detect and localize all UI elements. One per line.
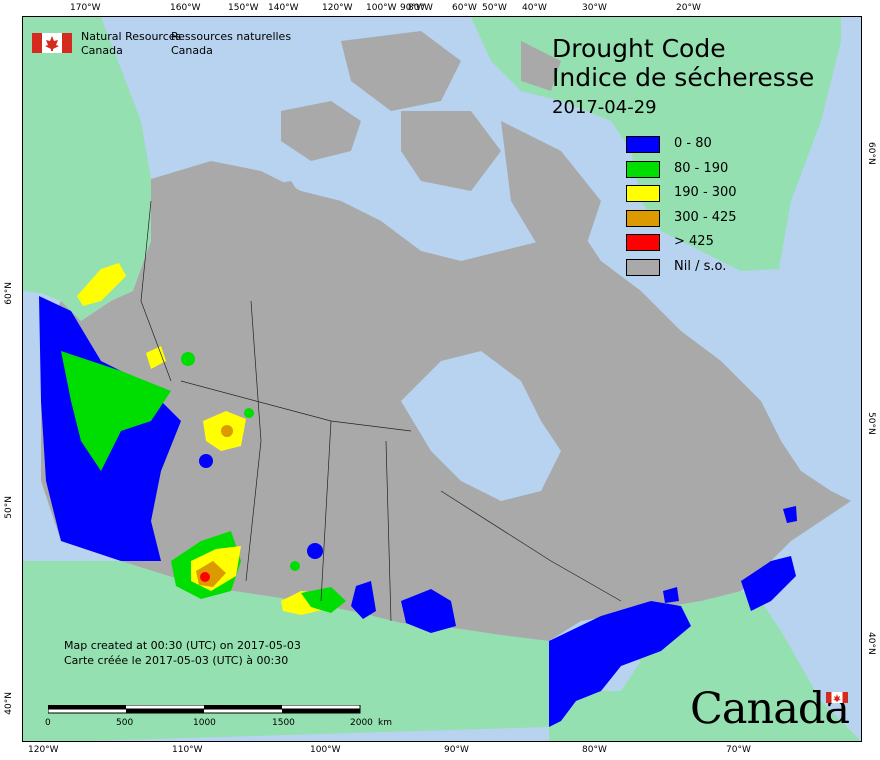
legend-label: Nil / s.o. bbox=[674, 258, 727, 274]
dc-zone-0-80 bbox=[199, 454, 213, 468]
scale-unit: km bbox=[378, 718, 392, 728]
lon-tick-top: 150°W bbox=[228, 3, 259, 13]
legend-label: 190 - 300 bbox=[674, 185, 737, 200]
lon-tick-top: 100°W bbox=[366, 3, 397, 13]
legend-swatch bbox=[626, 258, 660, 276]
legend-swatch bbox=[626, 185, 660, 202]
dc-zone-gt-425 bbox=[200, 572, 210, 582]
lon-tick-top: 50°W bbox=[482, 3, 507, 13]
lon-tick-top: 160°W bbox=[170, 3, 201, 13]
scale-bar: 0 500 1000 1500 2000 km bbox=[45, 704, 392, 728]
provincial-borders bbox=[140, 200, 622, 622]
scale-label: 0 bbox=[45, 718, 51, 728]
lon-tick-top: 170°W bbox=[70, 3, 101, 13]
alaska-land bbox=[23, 17, 151, 291]
dc-zone-80-190 bbox=[290, 561, 300, 571]
legend-swatch bbox=[626, 234, 660, 251]
arctic-island bbox=[231, 181, 311, 231]
agency-fr-line2: Canada bbox=[171, 44, 213, 57]
arctic-island bbox=[341, 31, 461, 111]
lat-tick-right: 40°N bbox=[866, 632, 876, 655]
lon-tick-bottom: 100°W bbox=[310, 745, 341, 755]
lon-tick-top: 80°W bbox=[408, 3, 433, 13]
legend-label: 80 - 190 bbox=[674, 160, 729, 176]
map-title-fr: Indice de sécheresse bbox=[552, 63, 815, 92]
legend-label: 300 - 425 bbox=[674, 209, 737, 225]
lat-tick-right: 50°N bbox=[866, 412, 876, 435]
lon-tick-top: 120°W bbox=[322, 3, 353, 13]
map-date: 2017-04-29 bbox=[552, 97, 657, 118]
lon-tick-top: 40°W bbox=[522, 3, 547, 13]
alaska-land bbox=[23, 179, 151, 321]
scale-bar-graphic bbox=[47, 704, 361, 714]
dc-zone-0-80 bbox=[783, 506, 797, 523]
usa-land bbox=[23, 561, 561, 741]
dc-zone-300-425 bbox=[221, 425, 233, 437]
scale-label: 1000 bbox=[193, 718, 216, 728]
lat-tick-right: 60°N bbox=[866, 142, 876, 165]
map-credit: Map created at 00:30 (UTC) on 2017-05-03… bbox=[64, 638, 301, 668]
credit-en: Map created at 00:30 (UTC) on 2017-05-03 bbox=[64, 639, 301, 652]
legend-label: 0 - 80 bbox=[674, 136, 712, 151]
dc-zone-0-80 bbox=[549, 601, 691, 727]
map-title-en: Drought Code bbox=[552, 34, 726, 63]
dc-zone-80-190 bbox=[244, 408, 254, 418]
lon-tick-top: 20°W bbox=[676, 3, 701, 13]
arctic-island bbox=[501, 121, 601, 261]
dc-zone-190-300 bbox=[77, 263, 126, 306]
dc-zone-0-80 bbox=[307, 543, 323, 559]
scale-label: 2000 bbox=[350, 718, 373, 728]
dc-zone-0-80 bbox=[401, 589, 456, 633]
lon-tick-top: 60°W bbox=[452, 3, 477, 13]
lon-tick-top: 90°W bbox=[400, 3, 425, 13]
lat-tick-left: 40°N bbox=[4, 692, 14, 715]
legend-label: > 425 bbox=[674, 234, 714, 249]
dc-zone-80-190 bbox=[301, 587, 346, 613]
dc-zone-0-80 bbox=[351, 581, 376, 619]
arctic-island bbox=[401, 111, 501, 191]
dc-zone-80-190 bbox=[181, 352, 195, 366]
lon-tick-bottom: 90°W bbox=[444, 745, 469, 755]
wordmark-flag-icon bbox=[826, 692, 848, 703]
scale-label: 1500 bbox=[272, 718, 295, 728]
canada-wordmark: Canada bbox=[690, 684, 850, 734]
lat-tick-left: 50°N bbox=[4, 496, 14, 519]
dc-zone-190-300 bbox=[146, 346, 166, 369]
legend-swatch bbox=[626, 136, 660, 153]
lon-tick-bottom: 110°W bbox=[172, 745, 203, 755]
scale-label: 500 bbox=[116, 718, 134, 728]
legend-swatch bbox=[626, 209, 660, 227]
agency-name-en: Natural Resources Canada bbox=[81, 30, 181, 58]
lon-tick-top: 30°W bbox=[582, 3, 607, 13]
dc-zone-80-190 bbox=[61, 351, 171, 471]
map-svg bbox=[23, 17, 861, 741]
legend-swatch bbox=[626, 160, 660, 178]
dc-zone-0-80 bbox=[663, 587, 679, 603]
map-title: Drought Code Indice de sécheresse bbox=[552, 34, 814, 92]
lon-tick-bottom: 70°W bbox=[726, 745, 751, 755]
lat-tick-left: 60°N bbox=[4, 282, 14, 305]
arctic-island bbox=[281, 101, 361, 161]
canada-flag-icon bbox=[32, 33, 72, 53]
dc-zone-0-80 bbox=[741, 556, 796, 611]
agency-name-fr: Ressources naturelles Canada bbox=[171, 30, 291, 58]
map-canvas[interactable] bbox=[22, 16, 862, 742]
lon-tick-top: 140°W bbox=[268, 3, 299, 13]
lon-tick-bottom: 120°W bbox=[28, 745, 59, 755]
arctic-island bbox=[521, 41, 561, 91]
lon-tick-bottom: 80°W bbox=[582, 745, 607, 755]
agency-en-line1: Natural Resources bbox=[81, 30, 182, 43]
credit-fr: Carte créée le 2017-05-03 (UTC) à 00:30 bbox=[64, 654, 289, 667]
agency-en-line2: Canada bbox=[81, 44, 123, 57]
agency-fr-line1: Ressources naturelles bbox=[171, 30, 292, 43]
hudson-bay bbox=[401, 351, 561, 501]
